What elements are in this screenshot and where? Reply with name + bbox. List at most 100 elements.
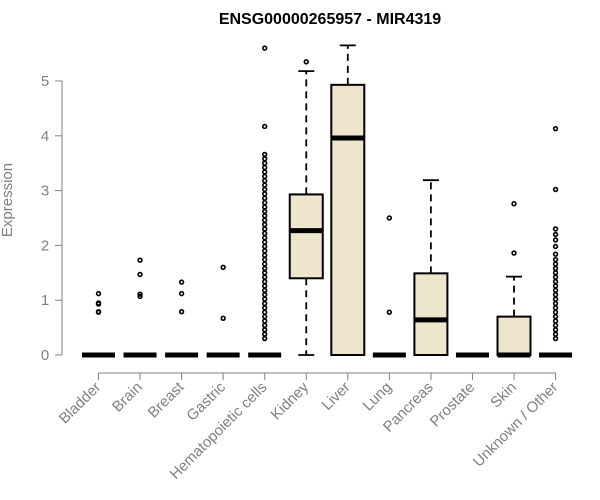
outlier-point [262, 265, 268, 272]
outlier-point [262, 226, 268, 232]
outlier-point [552, 300, 559, 307]
box-liver [330, 44, 366, 356]
x-tick-label: Bladder [56, 379, 105, 428]
x-tick-label: Lung [360, 379, 396, 415]
outlier-point [262, 204, 268, 210]
outlier-point [262, 178, 268, 184]
outlier-point [552, 125, 559, 132]
outlier-point [262, 208, 268, 215]
outlier-point [220, 315, 226, 321]
iqr-box [413, 272, 449, 356]
outlier-point [552, 243, 559, 250]
outlier-point [552, 283, 559, 289]
outlier-point [262, 331, 268, 337]
outlier-point [552, 296, 559, 302]
outlier-point [262, 191, 268, 197]
outlier-point [178, 309, 185, 315]
outlier-point [262, 186, 268, 193]
outlier-point [262, 217, 268, 223]
outlier-point [262, 322, 268, 329]
outlier-point [262, 274, 268, 280]
box-kidney [288, 59, 324, 356]
outlier-point [511, 250, 517, 256]
outlier-point [262, 213, 268, 219]
outlier-point [95, 300, 102, 306]
box-hematopoietic-cells [248, 45, 282, 358]
outlier-point [262, 195, 268, 201]
outlier-point [262, 199, 268, 206]
outlier-point [262, 261, 268, 267]
y-tick-label: 4 [41, 128, 49, 145]
outlier-point [262, 309, 268, 315]
outlier-point [262, 173, 268, 180]
outlier-point [262, 296, 268, 302]
plot-area [82, 44, 573, 358]
outlier-point [95, 290, 102, 297]
outlier-point [137, 271, 143, 278]
outlier-point [262, 235, 268, 241]
outlier-point [552, 313, 559, 320]
box-gastric [206, 264, 240, 358]
outlier-point [262, 278, 268, 285]
outlier-point [262, 221, 268, 228]
outlier-point [262, 164, 268, 171]
y-tick-label: 2 [41, 237, 49, 254]
outlier-point [552, 318, 559, 324]
outlier-point [262, 327, 268, 333]
outlier-point [178, 290, 185, 297]
outlier-point [137, 257, 143, 263]
x-tick-label: Skin [487, 379, 520, 412]
outlier-point [552, 237, 559, 243]
outlier-point [552, 331, 559, 337]
y-tick-label: 5 [41, 73, 49, 90]
outlier-point [262, 123, 268, 130]
outlier-point [552, 292, 559, 298]
x-tick-label: Prostate [427, 379, 479, 431]
box-unknown-other [539, 125, 573, 358]
x-tick-label: Liver [319, 379, 354, 414]
y-axis-label: Expression [0, 163, 16, 237]
outlier-point [137, 293, 143, 300]
outlier-point [262, 248, 268, 254]
outlier-point [262, 305, 268, 311]
box-breast [165, 279, 199, 358]
outlier-point [552, 226, 559, 232]
x-tick-label: Kidney [268, 378, 313, 423]
outlier-point [262, 335, 268, 342]
outlier-point [552, 261, 559, 267]
outlier-point [552, 322, 559, 329]
outlier-point [262, 256, 268, 263]
outlier-point [262, 45, 268, 51]
outlier-point [552, 265, 559, 272]
iqr-box [496, 315, 532, 357]
outlier-point [511, 201, 517, 207]
box-bladder [82, 290, 115, 358]
outlier-point [262, 243, 268, 250]
outlier-point [220, 264, 226, 271]
outlier-point [95, 309, 102, 315]
outlier-point [262, 270, 268, 276]
outlier-point [552, 305, 559, 311]
outlier-point [386, 309, 393, 315]
y-tick-label: 0 [41, 347, 49, 364]
iqr-box [288, 193, 324, 280]
outlier-point [552, 256, 559, 263]
outlier-point [178, 279, 185, 285]
outlier-point [552, 270, 559, 276]
outlier-point [552, 309, 559, 315]
outlier-point [552, 274, 559, 280]
outlier-point [262, 169, 268, 175]
outlier-point [262, 313, 268, 320]
outlier-point [262, 283, 268, 289]
x-tick-label: Brain [109, 379, 146, 416]
outlier-point [262, 156, 268, 162]
y-tick-label: 1 [41, 292, 49, 309]
iqr-box [330, 83, 366, 356]
outlier-point [552, 335, 559, 342]
outlier-point [552, 251, 559, 257]
outlier-point [137, 291, 143, 297]
box-pancreas [413, 179, 449, 356]
box-skin [496, 201, 532, 358]
